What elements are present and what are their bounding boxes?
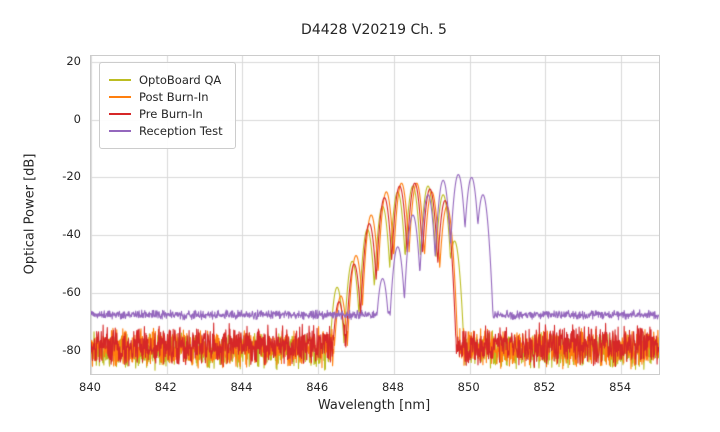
x-tick-label: 842 (154, 380, 177, 394)
y-tick-label: -60 (62, 285, 81, 300)
x-tick-label: 846 (306, 380, 329, 394)
legend-line-swatch (109, 96, 131, 98)
x-tick-label: 854 (609, 380, 632, 394)
x-tick-label: 840 (79, 380, 101, 394)
x-tick-label: 848 (381, 380, 404, 394)
legend: OptoBoard QA Post Burn-In Pre Burn-In Recep… (99, 62, 236, 149)
legend-line-swatch (109, 130, 131, 132)
legend-line-swatch (109, 113, 131, 115)
legend-item-label: Pre Burn-In (139, 107, 203, 121)
y-tick-label: -20 (62, 169, 81, 184)
legend-item: OptoBoard QA (109, 73, 223, 87)
chart-title: D4428 V20219 Ch. 5 (301, 22, 447, 38)
legend-line-swatch (109, 79, 131, 81)
x-axis-label: Wavelength [nm] (317, 398, 431, 413)
y-tick-label: 0 (73, 111, 81, 126)
legend-item: Pre Burn-In (109, 107, 223, 121)
x-tick-label: 850 (457, 380, 480, 394)
x-tick-label: 844 (230, 380, 253, 394)
y-tick-label: -40 (62, 227, 81, 242)
legend-item: Reception Test (109, 124, 223, 138)
legend-item-label: OptoBoard QA (139, 73, 222, 87)
x-tick-label: 852 (533, 380, 556, 394)
legend-item: Post Burn-In (109, 90, 223, 104)
legend-item-label: Post Burn-In (139, 90, 209, 104)
legend-item-label: Reception Test (139, 124, 223, 138)
y-tick-label: 20 (66, 53, 81, 68)
y-axis-label: Optical Power [dB] (22, 153, 38, 275)
y-tick-label: -80 (62, 342, 81, 357)
